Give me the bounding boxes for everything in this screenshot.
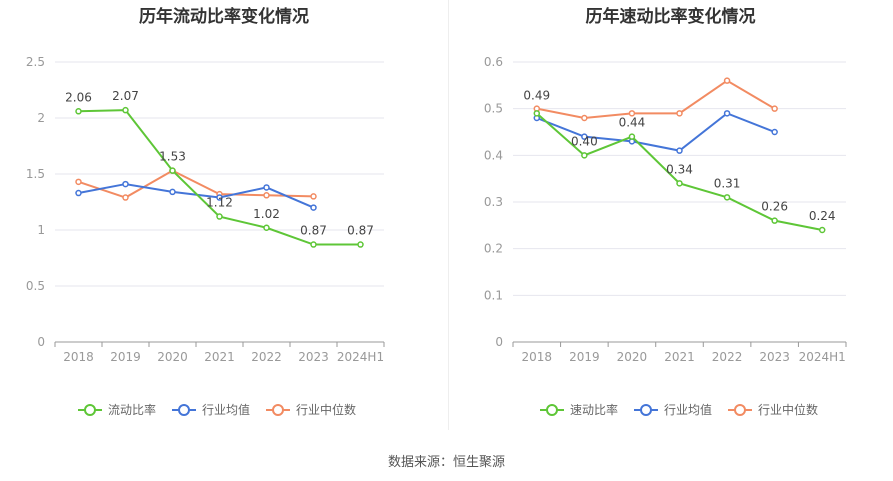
y-tick-label: 0.4: [484, 148, 503, 162]
legend-label: 速动比率: [570, 402, 618, 417]
data-label: 1.12: [206, 196, 233, 210]
x-tick-label: 2021: [664, 350, 695, 364]
x-tick-label: 2019: [110, 350, 141, 364]
current-ratio-chart: 0 0.5 1 1.5 2 2.5 2018 2019 2020 2021 2022 2023 2024…: [26, 55, 385, 417]
panel-divider: [448, 0, 449, 430]
y-tick-label: 2: [37, 111, 45, 125]
data-point: [216, 213, 223, 220]
data-point: [75, 108, 82, 115]
y-tick-label: 1: [37, 223, 45, 237]
chart-title-current-ratio: 历年流动比率变化情况: [139, 7, 309, 27]
data-label: 2.06: [65, 90, 92, 104]
data-point: [676, 110, 683, 117]
legend-swatch-marker: [546, 404, 558, 416]
legend-swatch-marker: [84, 404, 96, 416]
x-tick-label: 2020: [617, 350, 648, 364]
source-note: 数据来源：恒生聚源: [387, 455, 505, 470]
legend-label: 行业中位数: [758, 402, 818, 417]
data-point: [581, 133, 588, 140]
legend-label: 行业中位数: [296, 402, 356, 417]
x-tick-label: 2024H1: [337, 350, 384, 364]
data-label: 0.49: [523, 88, 550, 102]
x-tick-label: 2022: [712, 350, 743, 364]
data-point: [310, 204, 317, 211]
x-tick-label: 2020: [157, 350, 188, 364]
data-point: [263, 192, 270, 199]
data-label: 0.26: [761, 200, 788, 214]
data-point: [75, 178, 82, 186]
data-point: [310, 241, 317, 248]
series-line: [536, 79, 776, 120]
data-point: [723, 194, 731, 201]
legend-swatch-marker: [178, 404, 190, 416]
data-label: 0.31: [714, 176, 741, 190]
data-point: [169, 167, 176, 174]
legend-swatch-marker: [734, 404, 746, 416]
y-tick-label: 0.1: [484, 288, 503, 302]
legend-label: 流动比率: [108, 402, 156, 417]
data-point: [628, 110, 636, 117]
y-tick-label: 0.5: [26, 279, 45, 293]
x-tick-label: 2022: [251, 350, 282, 364]
data-label: 1.53: [159, 150, 186, 164]
legend-swatch-marker: [640, 404, 652, 416]
y-tick-label: 1.5: [26, 167, 45, 181]
y-tick-label: 0.6: [484, 55, 503, 69]
data-point: [581, 152, 588, 159]
data-point: [818, 226, 826, 234]
data-point: [676, 180, 683, 187]
data-label: 0.44: [619, 116, 646, 130]
data-point: [771, 105, 778, 112]
data-point: [676, 147, 683, 154]
data-label: 0.34: [666, 162, 693, 176]
data-point: [581, 114, 588, 122]
legend-label: 行业均值: [664, 402, 712, 417]
data-point: [533, 110, 541, 117]
data-point: [628, 133, 636, 140]
data-point: [263, 224, 270, 232]
data-point: [357, 241, 364, 248]
legend-swatch-marker: [272, 404, 284, 416]
x-tick-label: 2021: [204, 350, 235, 364]
x-tick-label: 2023: [759, 350, 790, 364]
x-tick-label: 2019: [569, 350, 600, 364]
y-tick-label: 2.5: [26, 55, 45, 69]
series-line: [78, 169, 314, 199]
x-tick-label: 2024H1: [799, 350, 846, 364]
data-point: [122, 194, 129, 201]
data-label: 1.02: [253, 207, 280, 221]
y-tick-label: 0: [495, 335, 503, 349]
x-tick-label: 2023: [298, 350, 329, 364]
quick-ratio-chart: 0 0.1 0.2 0.3 0.4 0.5 0.6 2018 2019 2020 2021 2022 2…: [484, 55, 847, 417]
data-point: [122, 180, 129, 188]
data-point: [75, 189, 82, 197]
data-point: [122, 106, 129, 114]
legend-label: 行业均值: [202, 402, 250, 417]
data-point: [723, 110, 731, 117]
series-line: [536, 112, 776, 152]
y-tick-label: 0: [37, 335, 45, 349]
data-point: [310, 193, 317, 200]
data-label: 0.40: [571, 134, 598, 148]
data-label: 0.87: [347, 224, 374, 238]
data-point: [216, 194, 223, 201]
data-label: 0.87: [300, 224, 327, 238]
data-label: 2.07: [112, 89, 139, 103]
y-tick-label: 0.5: [484, 102, 503, 116]
data-point: [771, 217, 778, 224]
y-tick-label: 0.2: [484, 242, 503, 256]
y-tick-label: 0.3: [484, 195, 503, 209]
data-point: [169, 188, 176, 196]
x-tick-label: 2018: [522, 350, 553, 364]
data-point: [263, 184, 270, 191]
x-tick-label: 2018: [63, 350, 94, 364]
chart-title-quick-ratio: 历年速动比率变化情况: [585, 7, 756, 27]
data-point: [723, 77, 731, 84]
data-label: 0.24: [809, 209, 836, 223]
data-point: [771, 128, 778, 136]
